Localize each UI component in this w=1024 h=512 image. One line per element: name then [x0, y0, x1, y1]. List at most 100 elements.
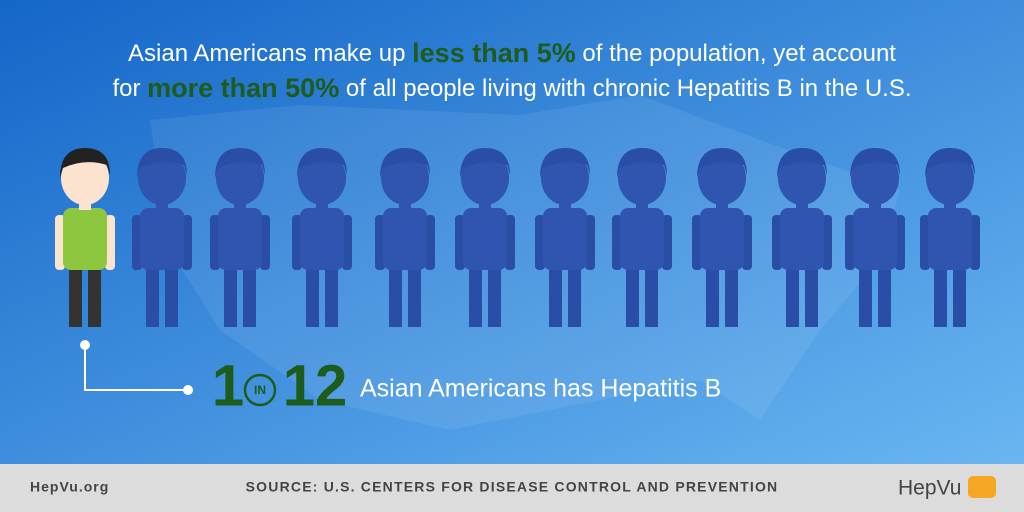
person-torso [700, 208, 744, 270]
person-leg [645, 265, 658, 327]
person-head [216, 151, 264, 205]
person-hair [137, 148, 187, 178]
person-leg [786, 265, 799, 327]
person-hair [297, 148, 347, 178]
person-arm [585, 215, 595, 270]
person-head [618, 151, 666, 205]
person-torso [463, 208, 507, 270]
person-leg [69, 265, 82, 327]
person-leg [568, 265, 581, 327]
person-torso [543, 208, 587, 270]
person-arm [742, 215, 752, 270]
person-hair [460, 148, 510, 178]
person-leg [706, 265, 719, 327]
person-hair [215, 148, 265, 178]
person-leg [488, 265, 501, 327]
headline-text: of all people living with chronic Hepati… [339, 75, 911, 102]
person-leg [953, 265, 966, 327]
person-arm [375, 215, 385, 270]
headline-highlight: less than 5% [412, 38, 576, 68]
in-circle [243, 373, 277, 407]
person-leg [626, 265, 639, 327]
person-arm [895, 215, 905, 270]
person-arm [612, 215, 622, 270]
person-torso [140, 208, 184, 270]
person-arm [210, 215, 220, 270]
person-leg [469, 265, 482, 327]
person-torso [63, 208, 107, 270]
person-hair [697, 148, 747, 178]
headline-text: Asian Americans make up [128, 40, 412, 67]
person-head [851, 151, 899, 205]
person-head [381, 151, 429, 205]
connector-dot [80, 340, 90, 350]
person-head [698, 151, 746, 205]
logo-icon [968, 476, 996, 498]
stat-denominator: 12 [283, 353, 348, 418]
person-arm [455, 215, 465, 270]
footer [0, 464, 1024, 512]
person-leg [549, 265, 562, 327]
headline-line: Asian Americans make up less than 5% of … [128, 38, 896, 68]
person-arm [970, 215, 980, 270]
person-arm [342, 215, 352, 270]
person-leg [306, 265, 319, 327]
headline-highlight: more than 50% [147, 73, 339, 103]
person-head [138, 151, 186, 205]
person-arm [182, 215, 192, 270]
person-torso [620, 208, 664, 270]
person-hair [850, 148, 900, 178]
person-leg [146, 265, 159, 327]
person-leg [243, 265, 256, 327]
person-torso [780, 208, 824, 270]
person-torso [853, 208, 897, 270]
person-arm [132, 215, 142, 270]
person-arm [692, 215, 702, 270]
footer-site: HepVu.org [30, 479, 109, 495]
person-head [926, 151, 974, 205]
stat-connector: IN [254, 383, 266, 397]
person-leg [165, 265, 178, 327]
person-arm [772, 215, 782, 270]
person-head [298, 151, 346, 205]
logo-text: HepVu [898, 477, 961, 500]
person-leg [408, 265, 421, 327]
people-row [55, 148, 980, 327]
person-arm [845, 215, 855, 270]
connector-dot [183, 385, 193, 395]
person-torso [218, 208, 262, 270]
person-leg [88, 265, 101, 327]
footer-source: SOURCE: U.S. CENTERS FOR DISEASE CONTROL… [246, 479, 779, 495]
person-torso [383, 208, 427, 270]
person-head [778, 151, 826, 205]
person-hair [777, 148, 827, 178]
stat-numerator: 1 [212, 353, 244, 418]
person-leg [859, 265, 872, 327]
person-arm [535, 215, 545, 270]
person-arm [425, 215, 435, 270]
person-head [61, 151, 109, 205]
person-leg [224, 265, 237, 327]
person-head [461, 151, 509, 205]
headline-text: of the population, yet account [576, 40, 897, 67]
person-arm [105, 215, 115, 270]
person-head [541, 151, 589, 205]
person-arm [920, 215, 930, 270]
person-leg [878, 265, 891, 327]
person-arm [822, 215, 832, 270]
connector [84, 345, 188, 391]
person-hair [60, 148, 110, 178]
person-leg [389, 265, 402, 327]
headline-text: for [112, 75, 147, 102]
person-hair [925, 148, 975, 178]
person-torso [928, 208, 972, 270]
person-hair [540, 148, 590, 178]
person-arm [662, 215, 672, 270]
person-arm [260, 215, 270, 270]
person-hair [380, 148, 430, 178]
person-arm [292, 215, 302, 270]
headline-line: for more than 50% of all people living w… [112, 73, 911, 103]
person-torso [300, 208, 344, 270]
